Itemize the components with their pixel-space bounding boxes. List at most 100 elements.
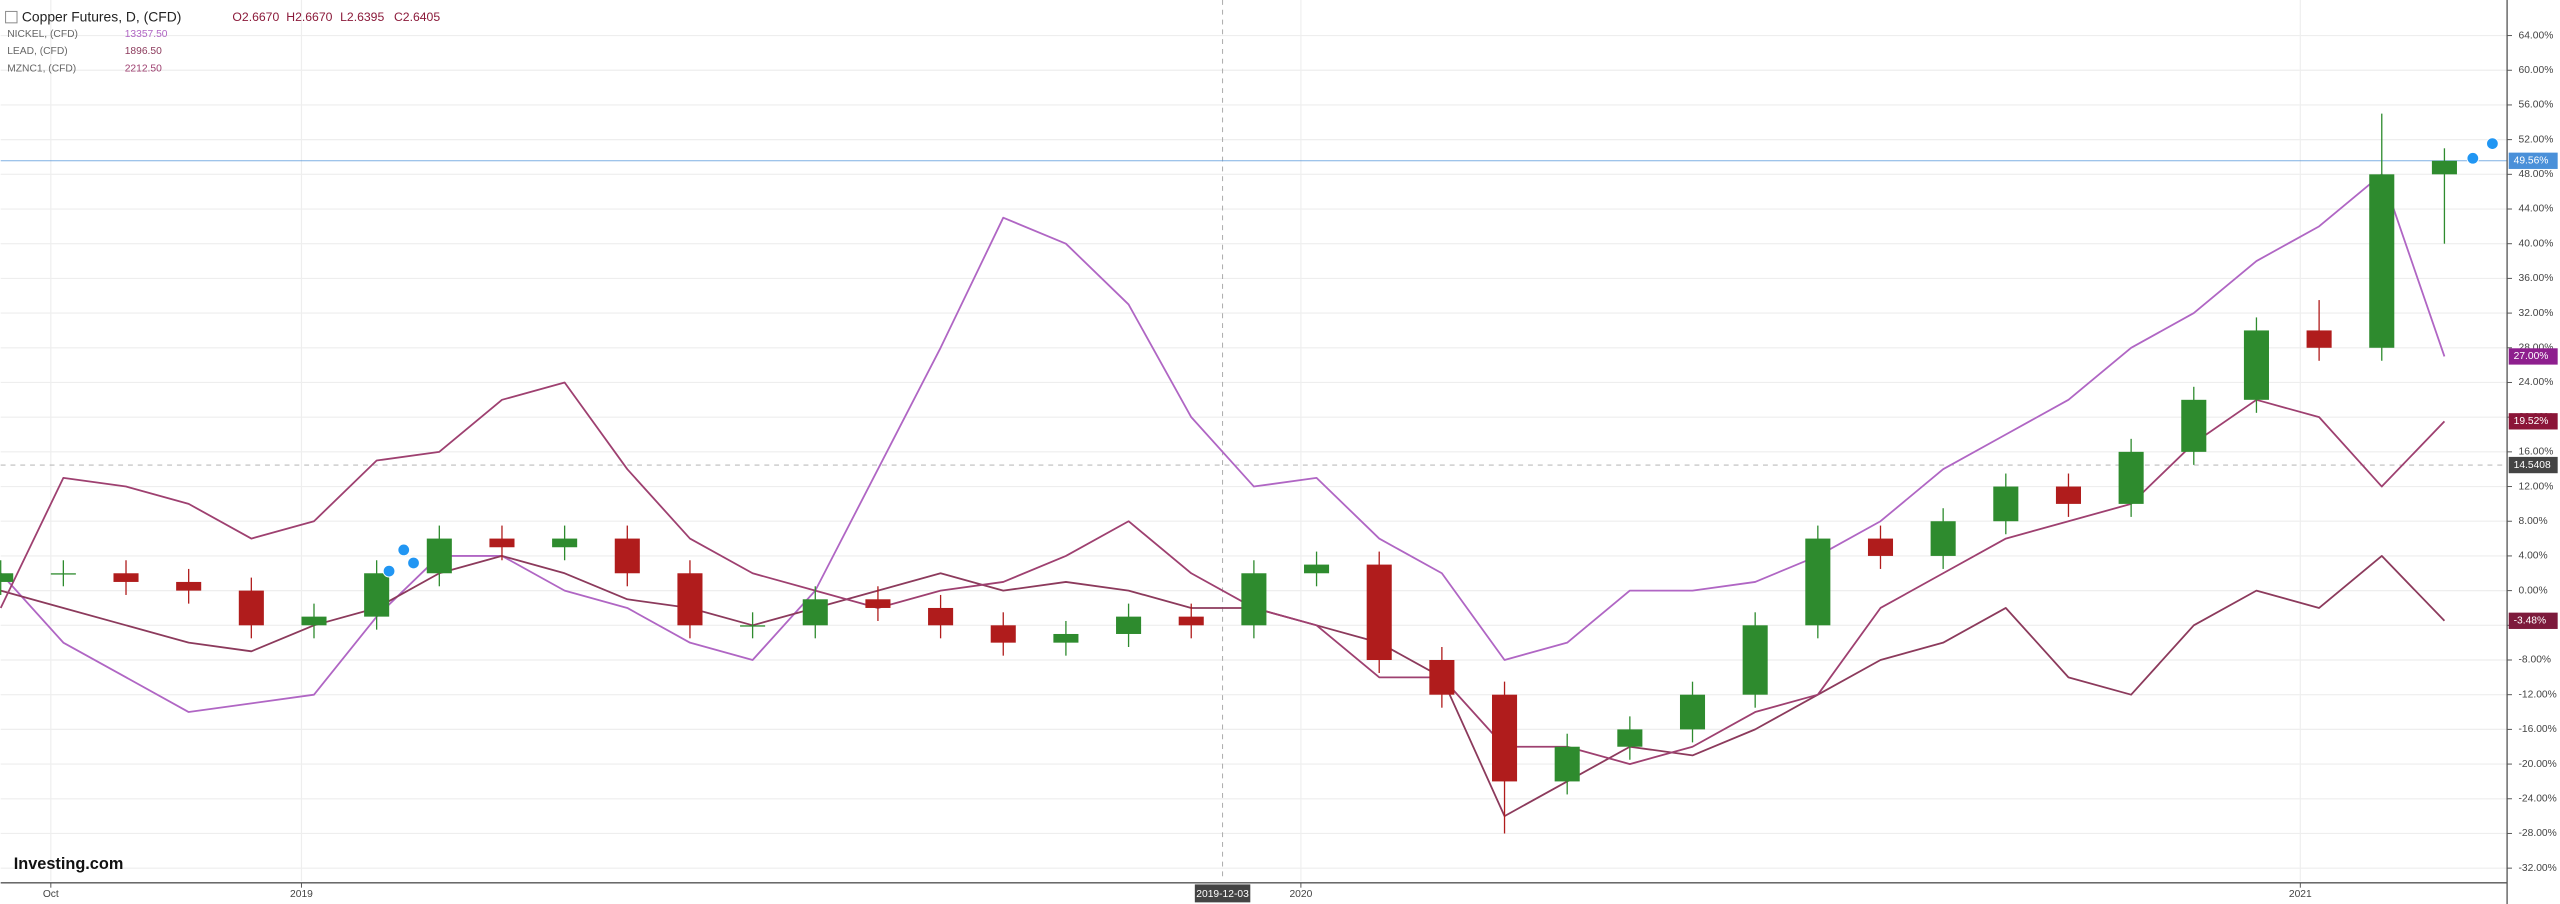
candle-body bbox=[50, 573, 76, 575]
last-value-label: 27.00% bbox=[2514, 351, 2549, 362]
x-tick-label: 2020 bbox=[1289, 889, 1312, 900]
y-tick-label: 4.00% bbox=[2519, 551, 2548, 562]
y-tick-label: 12.00% bbox=[2519, 481, 2554, 492]
y-tick-label: 52.00% bbox=[2519, 134, 2554, 145]
series-line bbox=[0, 381, 2446, 765]
candle-body bbox=[2118, 451, 2144, 504]
event-marker bbox=[407, 556, 420, 570]
crosshair-y-badge bbox=[2508, 456, 2558, 474]
y-tick-label: 44.00% bbox=[2519, 204, 2554, 215]
candle-body bbox=[364, 573, 390, 617]
last-value-badge bbox=[2508, 348, 2558, 365]
candle-body bbox=[990, 625, 1016, 643]
x-tick-label: 2019 bbox=[290, 889, 313, 900]
y-tick-label: 56.00% bbox=[2519, 100, 2554, 111]
candle-body bbox=[1742, 625, 1768, 695]
candle-body bbox=[1366, 564, 1392, 660]
candle-body bbox=[1241, 573, 1267, 626]
y-tick-label: 0.00% bbox=[2519, 585, 2548, 596]
y-tick-label: 24.00% bbox=[2519, 377, 2554, 388]
event-marker bbox=[2486, 137, 2499, 150]
candle-body bbox=[1116, 616, 1142, 634]
y-tick-label: -8.00% bbox=[2519, 655, 2552, 666]
candle-body bbox=[238, 590, 264, 626]
y-tick-label: -32.00% bbox=[2519, 863, 2557, 874]
series-line bbox=[0, 555, 2446, 818]
y-tick-label: 8.00% bbox=[2519, 516, 2548, 527]
candle-body bbox=[1304, 564, 1330, 574]
last-value-label: 49.56% bbox=[2514, 156, 2549, 167]
ohlc-label: C2.6405 bbox=[394, 10, 440, 24]
series-line bbox=[0, 173, 2446, 713]
last-value-badge bbox=[2508, 413, 2558, 430]
watermark: Investing.com bbox=[14, 855, 124, 873]
candle-body bbox=[1993, 486, 2019, 522]
y-tick-label: 48.00% bbox=[2519, 169, 2554, 180]
candle-body bbox=[2431, 160, 2457, 175]
legend-value: 2212.50 bbox=[125, 63, 162, 74]
y-tick-label: 60.00% bbox=[2519, 65, 2554, 76]
y-tick-label: 64.00% bbox=[2519, 30, 2554, 41]
ohlc-label: H2.6670 bbox=[286, 10, 332, 24]
labels: 64.00% 60.00% 56.00% 52.00% 48.00% 44.00% 40.0… bbox=[43, 30, 2558, 903]
candle-body bbox=[1930, 521, 1956, 556]
ohlc-label: L2.6395 bbox=[340, 10, 384, 24]
last-value-badge bbox=[2508, 612, 2558, 629]
candle-body bbox=[677, 573, 703, 626]
event-marker bbox=[382, 564, 396, 578]
candle-body bbox=[2055, 486, 2082, 504]
legend: NICKEL, (CFD) 13357.50 LEAD, (CFD) 1896.50 M… bbox=[7, 29, 168, 74]
candle-body bbox=[1178, 616, 1204, 626]
y-tick-label: -12.00% bbox=[2519, 689, 2557, 700]
candle-body bbox=[1053, 633, 1079, 643]
last-value-badge bbox=[2508, 152, 2558, 169]
candle-body bbox=[740, 625, 766, 627]
ohlc-label: O2.6670 bbox=[232, 10, 279, 24]
candle-body bbox=[426, 538, 452, 574]
collapse-icon[interactable] bbox=[5, 10, 18, 24]
legend-value: 13357.50 bbox=[125, 29, 168, 40]
crosshair-x-badge bbox=[1194, 884, 1251, 903]
event-marker bbox=[397, 543, 411, 557]
candle-body bbox=[176, 581, 202, 591]
candle-body bbox=[489, 538, 515, 548]
candle-body bbox=[301, 616, 327, 626]
candle-body bbox=[0, 573, 14, 582]
crosshair-y-label: 14.5408 bbox=[2514, 460, 2551, 471]
candle-body bbox=[1617, 729, 1643, 747]
legend-name: LEAD, (CFD) bbox=[7, 46, 67, 57]
legend-name: NICKEL, (CFD) bbox=[7, 29, 78, 40]
x-tick-label: Oct bbox=[43, 889, 59, 900]
y-tick-label: 36.00% bbox=[2519, 273, 2554, 284]
crosshair-x-label: 2019-12-03 bbox=[1196, 889, 1249, 900]
last-value-label: -3.48% bbox=[2514, 616, 2547, 627]
candle-body bbox=[2306, 330, 2332, 348]
candle-body bbox=[1867, 538, 1894, 556]
event-marker bbox=[2466, 151, 2480, 165]
y-tick-label: -20.00% bbox=[2519, 759, 2557, 770]
y-tick-label: 16.00% bbox=[2519, 447, 2554, 458]
chart-title: Copper Futures, D, (CFD) bbox=[22, 9, 181, 25]
candle-body bbox=[2181, 399, 2207, 452]
candle-body bbox=[552, 538, 578, 548]
candle-body bbox=[113, 573, 139, 582]
last-value-label: 19.52% bbox=[2514, 416, 2549, 427]
candle-body bbox=[865, 599, 891, 608]
candle-body bbox=[2369, 174, 2395, 348]
candle-body bbox=[614, 538, 640, 574]
y-tick-label: 28.00% bbox=[2519, 342, 2554, 353]
y-tick-label: -28.00% bbox=[2519, 828, 2557, 839]
candle-body bbox=[802, 599, 828, 626]
legend-value: 1896.50 bbox=[125, 46, 162, 57]
marks bbox=[0, 113, 2499, 834]
y-tick-label: -24.00% bbox=[2519, 793, 2557, 804]
candle-body bbox=[928, 607, 954, 626]
candle-body bbox=[2243, 330, 2269, 400]
x-tick-label: 2021 bbox=[2289, 889, 2312, 900]
candle-body bbox=[1679, 694, 1706, 730]
y-tick-label: 40.00% bbox=[2519, 238, 2554, 249]
candle-body bbox=[1491, 694, 1518, 782]
candle-body bbox=[1429, 659, 1455, 695]
y-tick-label: -16.00% bbox=[2519, 724, 2557, 735]
